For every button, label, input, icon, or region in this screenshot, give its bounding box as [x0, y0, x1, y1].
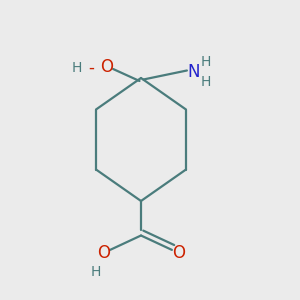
- Text: H: H: [71, 61, 82, 74]
- Text: O: O: [97, 244, 110, 262]
- Text: H: H: [91, 265, 101, 278]
- Text: -: -: [88, 58, 94, 76]
- Text: N: N: [187, 63, 200, 81]
- Text: H: H: [200, 55, 211, 68]
- Text: O: O: [100, 58, 113, 76]
- Text: H: H: [200, 75, 211, 89]
- Text: O: O: [172, 244, 185, 262]
